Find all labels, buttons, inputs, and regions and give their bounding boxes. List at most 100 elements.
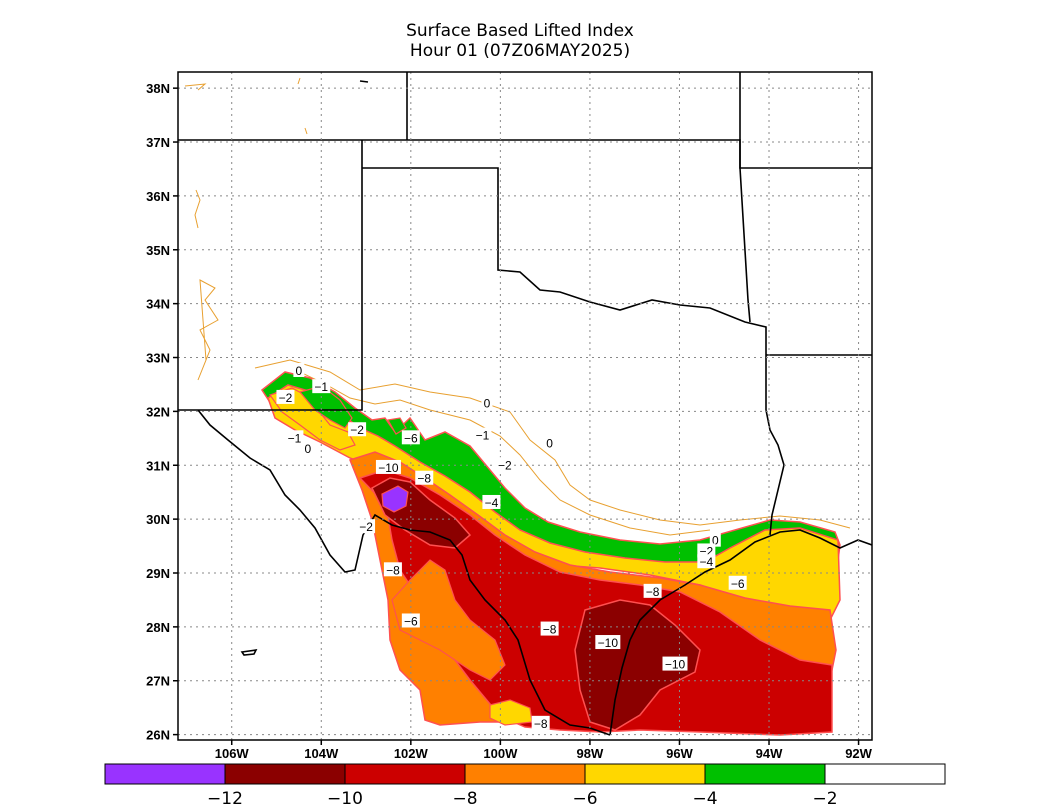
lifted-index-fills <box>184 77 851 736</box>
contour-label-bg <box>662 656 688 671</box>
contour-label: −2 <box>350 423 364 437</box>
oklahoma-border <box>362 167 767 410</box>
colorbar-swatch <box>104 763 226 785</box>
lon-tick-label: 100W <box>483 746 518 761</box>
lat-tick-label: 26N <box>146 728 170 743</box>
colorbar-tick-label: −6 <box>572 789 597 809</box>
islands <box>240 80 369 656</box>
contour-label-bg <box>302 441 314 456</box>
lon-tick-label: 92W <box>845 746 872 761</box>
contour-label-bg <box>293 362 305 377</box>
colorbar-swatch <box>344 763 466 785</box>
contour-label-bg <box>531 715 550 730</box>
lon-tick-label: 102W <box>394 746 429 761</box>
lat-tick-label: 28N <box>146 620 170 635</box>
contour-label: −10 <box>598 636 619 650</box>
contour-label-bg <box>312 379 331 394</box>
texas-coastline <box>609 529 872 736</box>
contour-label-bg <box>473 427 492 442</box>
state-borders <box>178 72 872 736</box>
contour-label-bg <box>697 543 716 558</box>
contour-label: −10 <box>665 658 686 672</box>
longitude-axis: 106W 104W 102W 100W 98W 96W 94W 92W <box>215 740 873 761</box>
contour-label-bg <box>375 459 401 474</box>
lat-tick-label: 35N <box>146 243 170 258</box>
contour-label: −2 <box>359 520 373 534</box>
contour-label: 0 <box>546 437 553 451</box>
lon-tick-label: 104W <box>304 746 339 761</box>
lat-tick-label: 30N <box>146 512 170 527</box>
contour-label: −4 <box>485 496 499 510</box>
contour-label-bg <box>482 494 501 509</box>
contour-label-bg <box>595 635 621 650</box>
contour-label: −8 <box>417 472 431 486</box>
contour-label: 0 <box>296 364 303 378</box>
lon-tick-label: 106W <box>215 746 250 761</box>
contour-label-bg <box>401 430 420 445</box>
contour-label: −4 <box>699 555 713 569</box>
contour-label: 0 <box>712 534 719 548</box>
contour-label-bg <box>709 532 721 547</box>
colorbar-tick-label: −4 <box>692 789 717 809</box>
contour-label-bg <box>728 575 747 590</box>
contour-label-bg <box>348 422 367 437</box>
lat-tick-label: 37N <box>146 135 170 150</box>
contour-label: −8 <box>534 717 548 731</box>
contour-label-bg <box>276 389 295 404</box>
plot-area: 0−1−2 0−2−10−6 −10−2−10−8−4−20−2−4−8−6−8−6… <box>178 72 872 740</box>
contour-label-bg <box>285 430 304 445</box>
contour-labels: 0−1−2 0−2−10−6 −10−2−10−8−4−20−2−4−8−6−8−6… <box>276 362 747 731</box>
contour-label-bg <box>415 470 434 485</box>
contour-label: −2 <box>279 391 293 405</box>
colorbar-swatch <box>224 763 346 785</box>
latitude-axis: 26N 27N 28N 29N 30N 31N 32N 33N 34N 35N 36N 37N 38N <box>146 81 178 743</box>
colorbar-swatch <box>584 763 706 785</box>
fill-minus10-region <box>371 477 701 731</box>
lat-tick-label: 34N <box>146 297 170 312</box>
contour-label-bg <box>697 554 716 569</box>
contour-label: −1 <box>288 431 302 445</box>
rio-grande-border <box>197 409 611 736</box>
contour-label-bg <box>383 562 402 577</box>
colorbar-tick-label: −2 <box>812 789 837 809</box>
lat-tick-label: 36N <box>146 189 170 204</box>
lon-tick-label: 94W <box>756 746 783 761</box>
texas-panhandle-border <box>178 140 363 411</box>
contour-label: −8 <box>386 563 400 577</box>
colorbar-tick-label: −12 <box>207 789 243 809</box>
lat-tick-label: 32N <box>146 404 170 419</box>
kansas-oklahoma-line <box>178 139 872 169</box>
contour-label: −10 <box>378 461 399 475</box>
plot-frame <box>177 71 873 741</box>
contour-label: −1 <box>314 380 328 394</box>
contour-label-bg <box>357 519 376 534</box>
fill-minus6-patch-west <box>391 559 506 681</box>
colorbar-swatch <box>824 763 946 785</box>
contour-label-bg <box>481 395 493 410</box>
contour-label: −2 <box>498 458 512 472</box>
lat-tick-label: 31N <box>146 458 170 473</box>
arkansas-oklahoma-line <box>739 167 751 323</box>
contour-label: 0 <box>305 442 312 456</box>
zero-contour-north <box>254 359 851 529</box>
lon-tick-label: 98W <box>577 746 604 761</box>
contour-label-bg <box>540 621 559 636</box>
lat-tick-label: 29N <box>146 566 170 581</box>
contour-label: −8 <box>543 623 557 637</box>
contour-label-bg <box>643 583 662 598</box>
lat-tick-label: 33N <box>146 351 170 366</box>
contour-label-bg <box>401 613 420 628</box>
colorbar-tick-label: −8 <box>452 789 477 809</box>
colorbar: −12 −10 −8 −6 −4 −2 <box>104 763 946 809</box>
contour-label: −1 <box>476 429 490 443</box>
contour-label: −6 <box>404 614 418 628</box>
contour-label-bg <box>544 435 556 450</box>
lat-tick-label: 38N <box>146 81 170 96</box>
contour-label: −6 <box>731 577 745 591</box>
colorbar-swatch <box>704 763 826 785</box>
contour-label: 0 <box>484 396 491 410</box>
contour-label: −8 <box>646 585 660 599</box>
zero-contour-west <box>184 77 308 381</box>
contour-label: −6 <box>404 431 418 445</box>
